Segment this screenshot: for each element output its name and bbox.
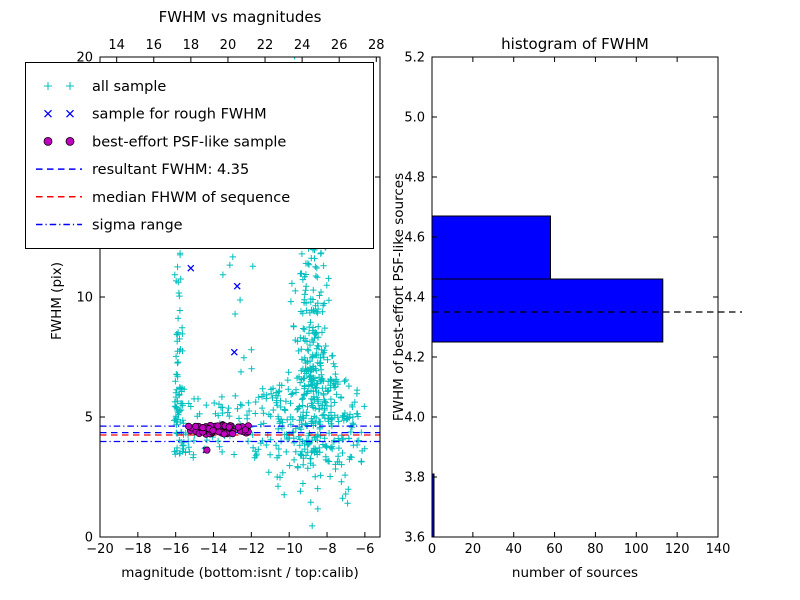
svg-text:5: 5 [85,411,93,426]
left-plot-ticks [99,56,380,538]
svg-text:best-effort PSF-like sample: best-effort PSF-like sample [92,134,286,150]
svg-text:14: 14 [108,38,125,53]
svg-text:140: 140 [706,542,731,557]
svg-text:20: 20 [220,38,237,53]
svg-text:80: 80 [587,542,604,557]
svg-text:3.8: 3.8 [404,471,425,486]
legend-box [25,62,374,249]
psf-sample-scatter [185,421,252,454]
svg-text:−20: −20 [86,542,113,557]
right-plot-tick-labels: 0 20 40 60 80 100 120 140 3.6 3.8 4.0 4.2 4.4 4.6 4.8 5… [404,51,730,558]
svg-text:5.0: 5.0 [404,111,425,126]
svg-text:−8: −8 [317,542,336,557]
svg-text:100: 100 [624,542,649,557]
svg-text:all sample: all sample [92,79,166,95]
svg-text:4.0: 4.0 [404,411,425,426]
svg-text:−12: −12 [238,542,265,557]
svg-text:60: 60 [546,542,563,557]
left-plot: −20 −18 −16 −14 −12 −10 −8 −6 14 16 18 20 22 24 26 28 0 5… [76,38,384,557]
svg-text:sample for rough FWHM: sample for rough FWHM [92,107,267,123]
svg-text:−10: −10 [275,542,302,557]
right-plot-ticks [431,56,719,538]
left-plot-xlabel: magnitude (bottom:isnt / top:calib) [121,565,359,581]
svg-text:28: 28 [368,38,385,53]
svg-text:4.6: 4.6 [404,231,425,246]
svg-text:−14: −14 [200,542,227,557]
histogram-bar [431,215,551,280]
svg-text:resultant FWHM: 4.35: resultant FWHM: 4.35 [92,162,249,178]
right-plot-ylabel: FWHM of best-effort PSF-like sources [391,172,407,422]
svg-text:3.6: 3.6 [404,531,425,546]
left-plot-ylabel: FWHM (pix) [49,261,65,341]
svg-text:−6: −6 [355,542,374,557]
right-plot-title: histogram of FWHM [501,35,649,53]
right-plot-xlabel: number of sources [511,565,639,581]
svg-text:4.4: 4.4 [404,291,425,306]
svg-text:10: 10 [76,291,93,306]
svg-text:18: 18 [183,38,200,53]
legend: all sample sample for rough FWHM best-effo… [25,62,374,249]
svg-text:−18: −18 [124,542,151,557]
svg-text:40: 40 [505,542,522,557]
svg-text:26: 26 [331,38,348,53]
svg-text:median FHWM of sequence: median FHWM of sequence [92,190,290,206]
svg-text:−16: −16 [162,542,189,557]
svg-text:16: 16 [146,38,163,53]
svg-text:4.8: 4.8 [404,171,425,186]
svg-text:4.2: 4.2 [404,351,425,366]
svg-text:20: 20 [76,51,93,66]
svg-text:20: 20 [465,542,482,557]
svg-text:22: 22 [257,38,274,53]
svg-text:0: 0 [428,542,436,557]
right-plot: 0 20 40 60 80 100 120 140 3.6 3.8 4.0 4.2 4.4 4.6 4.8 5… [404,51,742,558]
svg-text:120: 120 [665,542,690,557]
left-plot-tick-labels: −20 −18 −16 −14 −12 −10 −8 −6 14 16 18 20 22 24 26 28 0 5… [76,38,384,557]
all-sample-scatter [171,57,368,530]
svg-text:0: 0 [85,531,93,546]
left-plot-title: FWHM vs magnitudes [158,8,322,26]
svg-text:5.2: 5.2 [404,51,425,66]
svg-text:24: 24 [294,38,311,53]
svg-text:sigma range: sigma range [92,218,183,234]
histogram-bar [431,278,664,343]
